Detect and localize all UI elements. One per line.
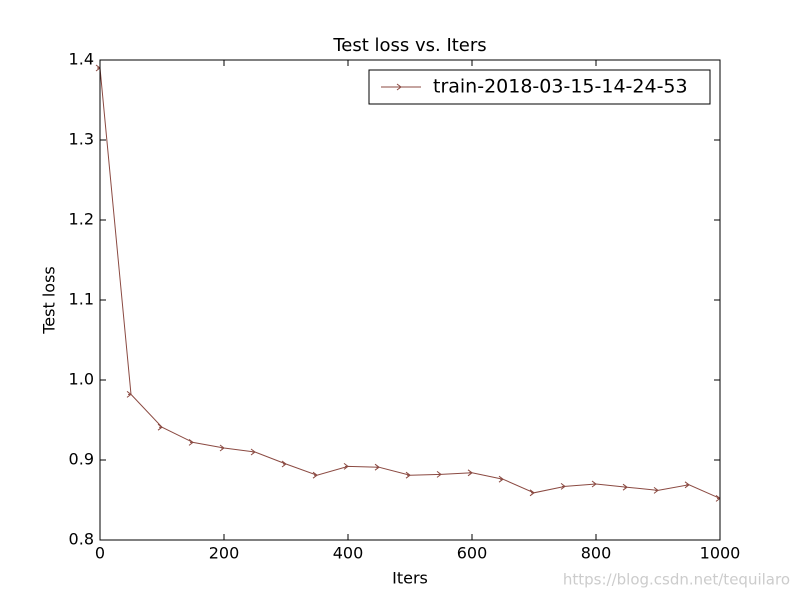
data-marker	[498, 475, 504, 483]
data-marker	[312, 471, 318, 479]
data-marker	[343, 463, 349, 470]
y-tick-label: 0.9	[69, 450, 94, 469]
x-tick-label: 0	[95, 544, 105, 563]
data-marker	[560, 483, 566, 490]
legend-marker	[396, 83, 402, 91]
legend-label: train-2018-03-15-14-24-53	[433, 76, 688, 98]
y-axis-label: Test loss	[40, 266, 59, 335]
data-marker	[684, 481, 690, 489]
data-marker	[157, 423, 163, 431]
data-marker	[405, 471, 411, 479]
data-marker	[622, 483, 628, 491]
x-tick-label: 400	[333, 544, 364, 563]
y-tick-label: 1.2	[69, 210, 94, 229]
y-tick-label: 1.3	[69, 130, 94, 149]
plot-frame	[99, 59, 721, 541]
data-marker	[219, 444, 225, 452]
legend-box	[368, 69, 711, 105]
data-marker	[250, 448, 256, 456]
data-marker	[653, 487, 659, 494]
y-tick-label: 1.1	[69, 290, 94, 309]
data-marker	[188, 439, 194, 446]
data-marker	[436, 471, 442, 478]
data-marker	[591, 480, 597, 488]
y-tick-label: 1.0	[69, 370, 94, 389]
x-tick-label: 600	[457, 544, 488, 563]
data-marker	[467, 469, 473, 477]
x-tick-label: 800	[581, 544, 612, 563]
data-marker	[126, 391, 132, 398]
x-tick-label: 1000	[700, 544, 741, 563]
data-marker	[281, 460, 287, 468]
x-axis-label: Iters	[392, 569, 428, 588]
x-tick-label: 200	[209, 544, 240, 563]
data-marker	[374, 463, 380, 471]
watermark: https://blog.csdn.net/tequilaro	[563, 571, 790, 589]
data-marker	[529, 489, 535, 497]
chart-title: Test loss vs. Iters	[332, 35, 486, 56]
y-tick-label: 1.4	[69, 50, 94, 69]
y-tick-label: 0.8	[69, 530, 94, 549]
